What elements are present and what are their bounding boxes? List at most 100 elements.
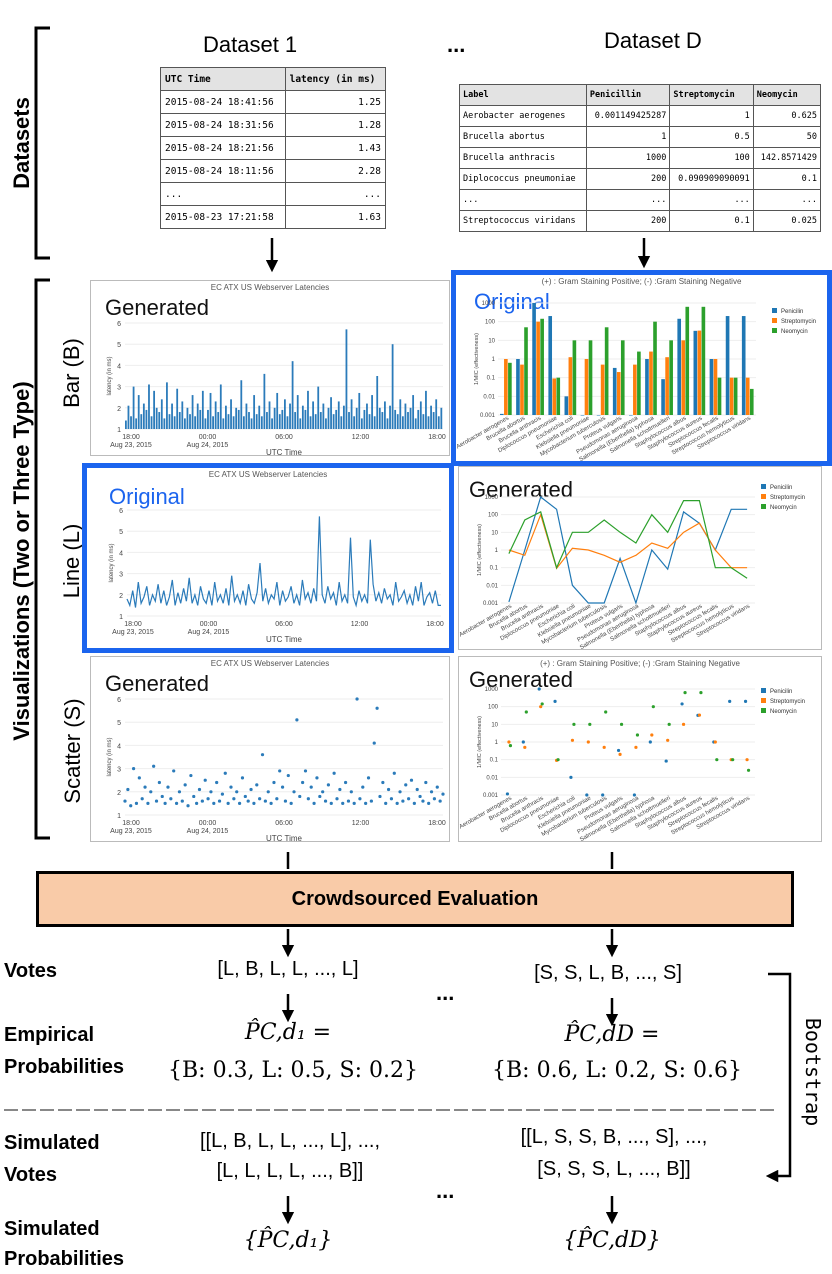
bar xyxy=(250,418,253,429)
empirical-label-line2: Probabilities xyxy=(4,1056,125,1078)
scatter-point xyxy=(289,801,293,805)
bar xyxy=(158,412,161,429)
x-axis-label: UTC Time xyxy=(266,448,303,455)
bar xyxy=(540,318,544,415)
bar xyxy=(409,407,412,429)
scatter-point xyxy=(217,799,222,803)
x-tick-label: 00:00 xyxy=(199,820,217,827)
simulated-votes-label-line1: Simulated xyxy=(4,1132,100,1154)
scatter-point xyxy=(586,740,590,744)
scatter-point xyxy=(149,790,153,794)
bar xyxy=(725,316,730,415)
scatter-point xyxy=(378,794,382,799)
chart-title: EC ATX US Webserver Latencies xyxy=(210,283,330,292)
x-tick-label: 18:00 xyxy=(122,820,140,827)
scatter-point xyxy=(166,785,170,789)
scatter-point xyxy=(186,804,190,808)
scatter-point xyxy=(332,771,336,775)
bar xyxy=(209,392,212,429)
bar xyxy=(309,416,312,429)
scatter-point xyxy=(123,799,127,803)
table-cell: 1.25 xyxy=(284,90,387,114)
bar xyxy=(709,359,714,415)
legend-swatch xyxy=(761,698,766,703)
scatter-point xyxy=(326,783,331,787)
column-header: Neomycin xyxy=(752,84,822,106)
scatter-point xyxy=(126,787,130,792)
scatter-point xyxy=(286,773,290,778)
bar xyxy=(291,361,294,429)
scatter-point xyxy=(346,799,351,803)
bar xyxy=(637,351,641,415)
bar xyxy=(140,414,143,429)
bar xyxy=(268,401,271,429)
y-tick-label: 100 xyxy=(488,513,499,519)
bar xyxy=(332,414,335,429)
bar xyxy=(649,351,653,415)
x-tick-label: 06:00 xyxy=(275,434,293,441)
scatter-point xyxy=(321,790,325,794)
y-tick-label: 3 xyxy=(119,572,123,579)
bar xyxy=(255,414,258,429)
scatter-point xyxy=(183,783,187,787)
y-tick-label: 10 xyxy=(491,722,498,728)
x-tick-label: 06:00 xyxy=(275,621,293,628)
scatter-point xyxy=(540,702,544,706)
bar xyxy=(435,399,438,429)
simulated-votes-label-line2: Votes xyxy=(4,1164,57,1186)
empirical-d1-line1: P̂C,d₁ = xyxy=(244,1020,332,1045)
table-cell: 1.63 xyxy=(284,205,387,229)
bar xyxy=(240,380,243,429)
bar xyxy=(191,395,194,429)
bar xyxy=(693,330,698,415)
scatter-point xyxy=(415,787,419,792)
bar xyxy=(677,318,682,415)
bar xyxy=(130,416,132,429)
y-tick-label: 10 xyxy=(488,338,495,344)
legend-swatch xyxy=(761,494,766,499)
bar xyxy=(568,357,573,415)
scatter-point xyxy=(743,699,748,703)
y-tick-label: 1 xyxy=(492,357,496,363)
x-tick-label: 06:00 xyxy=(275,820,293,827)
scatter-point xyxy=(389,797,394,801)
bar xyxy=(437,416,440,429)
bar xyxy=(301,405,304,429)
bar xyxy=(588,340,593,415)
arrows-datasets xyxy=(265,238,651,273)
bar xyxy=(227,414,230,429)
bar xyxy=(217,412,220,429)
legend-swatch xyxy=(772,328,777,333)
legend-swatch xyxy=(761,708,766,713)
bar xyxy=(612,367,617,415)
bar xyxy=(348,412,350,429)
bar xyxy=(749,388,754,415)
bar xyxy=(284,399,286,429)
y-tick-label: 5 xyxy=(119,529,123,536)
scatter-point xyxy=(174,801,179,805)
table-cell: 0.1 xyxy=(669,210,754,232)
bar xyxy=(325,418,327,429)
column-header: UTC Time xyxy=(160,67,286,91)
scatter-point xyxy=(745,758,749,762)
scatter-point xyxy=(616,748,621,753)
scatter-point xyxy=(521,740,525,744)
scatter-point xyxy=(343,780,348,785)
scatter-point xyxy=(537,687,541,691)
table-row: Aerobacter aerogenes 0.001149425287 1 0.625 xyxy=(459,105,822,127)
y-tick-label: 6 xyxy=(117,697,121,704)
bar xyxy=(355,407,358,429)
scatter-point xyxy=(427,801,431,805)
scatter-point xyxy=(315,776,319,780)
simulated-votes-d1-line2: [L, L, L, L, ..., B]] xyxy=(216,1160,364,1182)
votes-dD: [S, S, L, B, ..., S] xyxy=(534,962,682,984)
bar xyxy=(314,414,317,429)
scatter-point xyxy=(604,710,608,714)
scatter-point xyxy=(200,799,204,803)
scatter-point xyxy=(539,705,543,709)
y-tick-label: 6 xyxy=(117,321,121,328)
scatter-point xyxy=(392,771,396,775)
y-tick-label: 5 xyxy=(117,720,121,727)
datasetD-table: Label Penicillin Streptomycin Neomycin A… xyxy=(459,84,822,232)
